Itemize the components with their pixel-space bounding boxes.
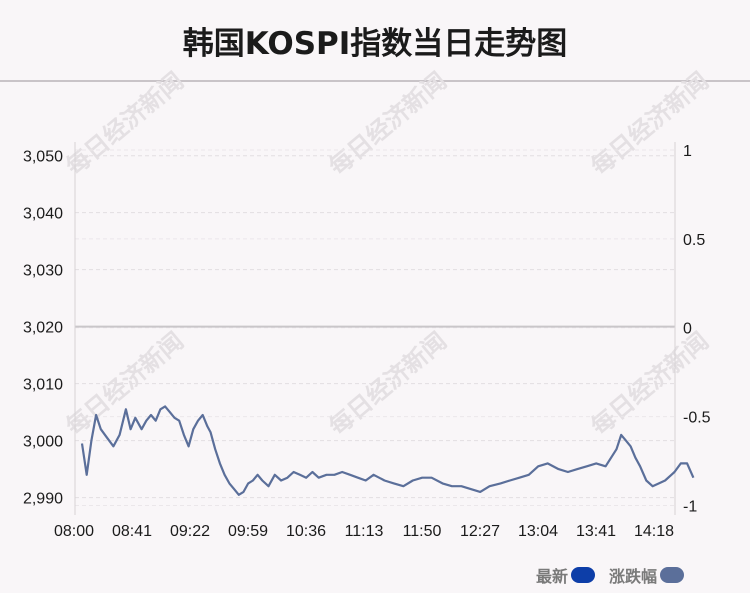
x-tick-label: 11:13	[345, 523, 384, 540]
right-tick-label: 0	[683, 321, 692, 338]
left-tick-label: 3,020	[23, 320, 63, 337]
x-tick-label: 10:36	[286, 523, 326, 540]
x-tick-label: 13:04	[518, 523, 558, 540]
x-axis-ticks: 08:00 08:41 09:22 09:59 10:36 11:13 11:50 12:27…	[54, 523, 674, 540]
left-axis-ticks: 2,990 3,000 3,010 3,020 3,030 3,040 3,050	[23, 149, 63, 508]
legend-swatch-change	[660, 567, 684, 583]
watermark-text: 每日经济新闻	[60, 66, 189, 181]
left-tick-label: 3,030	[23, 263, 63, 280]
left-tick-label: 3,010	[23, 377, 63, 394]
left-tick-label: 2,990	[23, 491, 63, 508]
watermark-text: 每日经济新闻	[323, 66, 452, 181]
legend-label-latest: 最新	[535, 567, 568, 586]
chart-title: 韩国KOSPI指数当日走势图	[182, 26, 568, 62]
x-tick-label: 13:41	[576, 523, 616, 540]
right-tick-label: -1	[683, 498, 697, 515]
title-divider	[0, 80, 750, 82]
chart-axes	[74, 142, 676, 515]
left-tick-label: 3,000	[23, 434, 63, 451]
right-axis-ticks: -1 -0.5 0 0.5 1	[683, 143, 711, 515]
watermark-text: 每日经济新闻	[585, 66, 714, 181]
left-tick-label: 3,050	[23, 149, 63, 166]
left-tick-label: 3,040	[23, 206, 63, 223]
series-line-latest	[80, 405, 695, 496]
legend: 最新 涨跌幅	[536, 563, 684, 587]
right-tick-label: -0.5	[683, 410, 711, 427]
x-tick-label: 09:22	[170, 523, 210, 540]
legend-item-change[interactable]: 涨跌幅	[609, 563, 684, 587]
legend-label-change: 涨跌幅	[608, 567, 657, 586]
x-tick-label: 08:41	[112, 523, 152, 540]
x-tick-label: 12:27	[460, 523, 500, 540]
legend-swatch-latest	[570, 567, 595, 583]
x-tick-label: 14:18	[634, 523, 674, 540]
right-tick-label: 0.5	[683, 232, 705, 249]
x-tick-label: 08:00	[54, 523, 94, 540]
right-tick-label: 1	[683, 143, 692, 160]
x-tick-label: 09:59	[228, 523, 268, 540]
x-tick-label: 11:50	[403, 523, 442, 540]
legend-item-latest[interactable]: 最新	[536, 563, 595, 587]
grid-lines	[75, 149, 675, 506]
